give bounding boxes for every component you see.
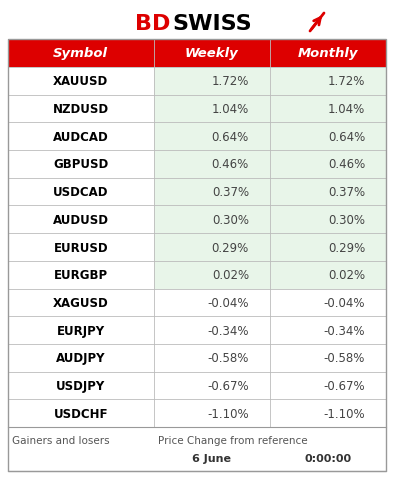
Bar [154, 206, 270, 233]
Bar [270, 206, 386, 233]
Text: Price Change from reference: Price Change from reference [158, 435, 307, 445]
Text: 0.37%: 0.37% [212, 186, 249, 199]
Bar [8, 123, 154, 151]
Text: USDJPY: USDJPY [56, 379, 105, 392]
Text: -0.34%: -0.34% [208, 324, 249, 337]
Text: -0.34%: -0.34% [323, 324, 365, 337]
Text: 1.72%: 1.72% [212, 75, 249, 88]
Text: EURUSD: EURUSD [54, 241, 108, 254]
Bar [270, 262, 386, 289]
Text: AUDCAD: AUDCAD [53, 130, 109, 143]
Bar [8, 40, 386, 471]
Text: 1.72%: 1.72% [328, 75, 365, 88]
Text: -0.67%: -0.67% [207, 379, 249, 392]
Bar [8, 233, 154, 262]
Bar [8, 289, 386, 317]
Text: 0.30%: 0.30% [328, 213, 365, 226]
Bar [8, 262, 154, 289]
Text: Weekly: Weekly [185, 48, 239, 61]
Text: SWISS: SWISS [172, 14, 252, 34]
Text: USDCAD: USDCAD [53, 186, 108, 199]
Text: 0.64%: 0.64% [212, 130, 249, 143]
Bar [270, 233, 386, 262]
Bar [270, 178, 386, 206]
Text: -0.67%: -0.67% [323, 379, 365, 392]
Bar [154, 123, 270, 151]
Text: 0.64%: 0.64% [328, 130, 365, 143]
Bar [8, 178, 154, 206]
Bar [154, 262, 270, 289]
Text: -0.58%: -0.58% [324, 352, 365, 365]
Bar [8, 206, 154, 233]
Bar [8, 151, 154, 178]
Bar [154, 68, 270, 96]
Bar [8, 344, 386, 372]
Bar [270, 68, 386, 96]
Bar [8, 399, 386, 427]
Bar [8, 68, 154, 96]
Text: XAUUSD: XAUUSD [53, 75, 108, 88]
Text: BD: BD [135, 14, 170, 34]
Text: 0.37%: 0.37% [328, 186, 365, 199]
Text: 0.30%: 0.30% [212, 213, 249, 226]
Bar [8, 372, 386, 399]
Bar [270, 96, 386, 123]
Bar [270, 123, 386, 151]
Bar [154, 151, 270, 178]
Text: AUDUSD: AUDUSD [53, 213, 109, 226]
Text: GBPUSD: GBPUSD [53, 158, 108, 171]
Text: -1.10%: -1.10% [323, 407, 365, 420]
Text: 0:00:00: 0:00:00 [305, 453, 351, 463]
Text: EURGBP: EURGBP [54, 269, 108, 282]
Text: -0.04%: -0.04% [208, 296, 249, 309]
Text: 1.04%: 1.04% [212, 103, 249, 116]
Text: EURJPY: EURJPY [57, 324, 105, 337]
Text: 0.46%: 0.46% [328, 158, 365, 171]
Text: 6 June: 6 June [192, 453, 231, 463]
Text: 0.02%: 0.02% [328, 269, 365, 282]
Text: 0.02%: 0.02% [212, 269, 249, 282]
Text: -0.58%: -0.58% [208, 352, 249, 365]
Text: 0.29%: 0.29% [328, 241, 365, 254]
Bar [154, 96, 270, 123]
Bar [8, 317, 386, 344]
Text: AUDJPY: AUDJPY [56, 352, 106, 365]
Text: 1.04%: 1.04% [328, 103, 365, 116]
Text: -1.10%: -1.10% [207, 407, 249, 420]
Text: Gainers and losers: Gainers and losers [12, 435, 110, 445]
Bar [154, 233, 270, 262]
Text: USDCHF: USDCHF [54, 407, 108, 420]
Bar [8, 40, 386, 68]
Text: Symbol: Symbol [53, 48, 108, 61]
Text: NZDUSD: NZDUSD [53, 103, 109, 116]
Bar [8, 96, 154, 123]
Text: -0.04%: -0.04% [323, 296, 365, 309]
Text: 0.46%: 0.46% [212, 158, 249, 171]
Text: Monthly: Monthly [298, 48, 358, 61]
Text: 0.29%: 0.29% [212, 241, 249, 254]
Bar [154, 178, 270, 206]
Bar [270, 151, 386, 178]
Text: XAGUSD: XAGUSD [53, 296, 109, 309]
